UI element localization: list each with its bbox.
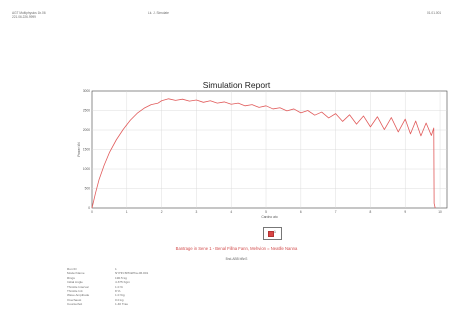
legend-swatch <box>268 231 274 237</box>
param-label: Initial Angle <box>67 280 83 285</box>
y-tick-label: 2500 <box>83 109 90 113</box>
x-tick-label: 5 <box>265 210 267 214</box>
param-label: Wave Amplitude <box>67 293 90 298</box>
legend-label: 1 <box>274 229 276 234</box>
report-subcaption: Bnd-ABB bBnS <box>225 257 248 261</box>
x-tick-label: 3 <box>196 210 198 214</box>
x-tick-label: 10 <box>438 210 442 214</box>
param-label: Counterfeit <box>67 302 83 307</box>
param-value: 4.375 Kgm <box>115 280 130 285</box>
x-tick-label: 6 <box>300 210 302 214</box>
x-tick-label: 7 <box>335 210 337 214</box>
param-label: Rings <box>67 275 75 280</box>
param-label: Overhaust <box>67 297 82 302</box>
param-label: Model Name <box>67 271 85 276</box>
legend[interactable]: 1 <box>263 227 282 240</box>
header-left-line-1: AGT Multiphysics 1b.06 <box>12 11 46 15</box>
x-tick-label: 2 <box>161 210 163 214</box>
x-axis-label: Cardno ato <box>261 215 277 219</box>
report-caption: Bantrage in Sene 1 - Benal Fillna Fann, … <box>175 246 298 251</box>
param-value: NYHN.5Ph&Pha-06.001 <box>115 271 149 276</box>
param-label: Throttle Interval <box>67 284 89 289</box>
y-tick-label: 3000 <box>83 89 90 93</box>
y-axis-label: Power kN <box>77 142 81 157</box>
param-value: 1 <box>115 267 117 271</box>
param-value: 1.0 %g <box>115 293 125 298</box>
param-value: 190.5 kg <box>115 275 127 280</box>
y-tick-label: 0 <box>88 206 90 210</box>
param-label: Throttle Init <box>67 288 83 293</box>
header-left: AGT Multiphysics 1b.06 221.06.226.9999 <box>12 11 46 19</box>
header-right: 01.01.001 <box>427 11 442 15</box>
x-tick-label: 9 <box>404 210 406 214</box>
y-tick-label: 1500 <box>83 148 90 152</box>
param-value: 0.0 kg <box>115 297 124 302</box>
x-tick-label: 0 <box>91 210 93 214</box>
y-tick-label: 1000 <box>83 167 90 171</box>
x-tick-label: 1 <box>126 210 128 214</box>
y-tick-label: 500 <box>85 187 91 191</box>
series-line <box>91 98 436 209</box>
report-title: Simulation Report <box>202 80 271 90</box>
x-tick-label: 8 <box>370 210 372 214</box>
header-left-line-2: 221.06.226.9999 <box>12 15 36 19</box>
param-value: 1.40 Trau <box>115 302 129 307</box>
param-value: 8 % <box>115 288 121 293</box>
y-tick-label: 2000 <box>83 128 90 132</box>
param-value: 1.0 % <box>115 284 123 289</box>
param-label: Run ID <box>67 267 77 271</box>
x-tick-label: 4 <box>230 210 232 214</box>
header-center: Lk. J. Simulate <box>148 11 169 15</box>
